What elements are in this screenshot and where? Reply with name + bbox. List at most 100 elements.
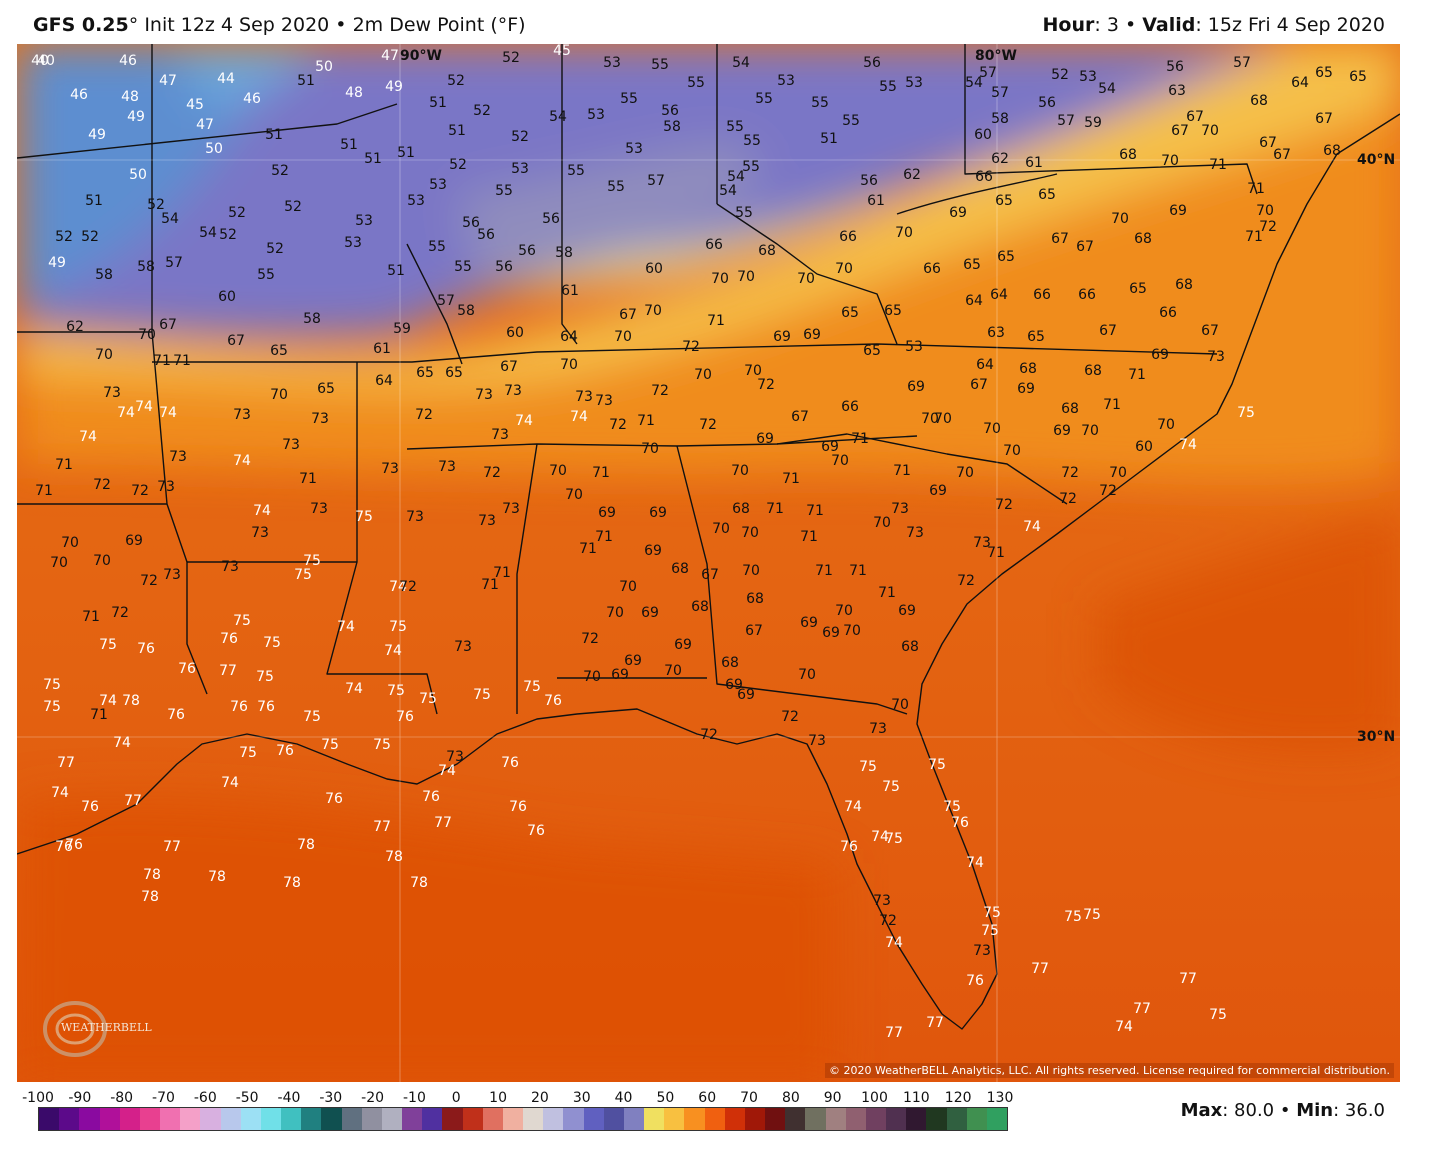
station-value: 75 bbox=[1237, 405, 1255, 421]
station-value: 73 bbox=[157, 479, 175, 495]
station-value: 58 bbox=[991, 111, 1009, 127]
station-value: 56 bbox=[518, 243, 536, 259]
station-value: 51 bbox=[429, 95, 447, 111]
station-value: 76 bbox=[276, 743, 294, 759]
colorbar-segment bbox=[523, 1108, 544, 1130]
station-value: 52 bbox=[147, 197, 165, 213]
station-value: 52 bbox=[228, 205, 246, 221]
station-value: 71 bbox=[707, 313, 725, 329]
station-value: 75 bbox=[303, 709, 321, 725]
station-value: 52 bbox=[1051, 67, 1069, 83]
colorbar-segment bbox=[200, 1108, 221, 1130]
station-value: 54 bbox=[727, 169, 745, 185]
station-value: 69 bbox=[598, 505, 616, 521]
colorbar-tick-label: -10 bbox=[402, 1090, 426, 1106]
station-value: 71 bbox=[595, 529, 613, 545]
station-value: 55 bbox=[743, 133, 761, 149]
station-value: 51 bbox=[820, 131, 838, 147]
station-value: 68 bbox=[671, 561, 689, 577]
station-value: 75 bbox=[943, 799, 961, 815]
station-value: 71 bbox=[766, 501, 784, 517]
station-value: 69 bbox=[725, 677, 743, 693]
station-value: 70 bbox=[1201, 123, 1219, 139]
station-value: 69 bbox=[674, 637, 692, 653]
valid-time-header: Hour: 3 • Valid: 15z Fri 4 Sep 2020 bbox=[1043, 14, 1385, 36]
station-value: 74 bbox=[233, 453, 251, 469]
station-value: 51 bbox=[364, 151, 382, 167]
station-value: 71 bbox=[987, 545, 1005, 561]
station-value: 75 bbox=[43, 677, 61, 693]
station-value: 53 bbox=[777, 73, 795, 89]
station-value: 54 bbox=[1098, 81, 1116, 97]
station-value: 66 bbox=[839, 229, 857, 245]
station-value: 69 bbox=[907, 379, 925, 395]
station-value: 74 bbox=[438, 763, 456, 779]
station-value: 69 bbox=[624, 653, 642, 669]
valid-value: : 15z Fri 4 Sep 2020 bbox=[1195, 14, 1385, 36]
station-value: 70 bbox=[835, 261, 853, 277]
station-value: 57 bbox=[647, 173, 665, 189]
station-value: 52 bbox=[266, 241, 284, 257]
station-value: 51 bbox=[340, 137, 358, 153]
colorbar-tick-label: 120 bbox=[944, 1090, 972, 1106]
station-value: 53 bbox=[407, 193, 425, 209]
station-value: 76 bbox=[65, 837, 83, 853]
station-value: 57 bbox=[979, 65, 997, 81]
station-value: 74 bbox=[885, 935, 903, 951]
colorbar-segment bbox=[99, 1108, 121, 1130]
station-value: 55 bbox=[620, 91, 638, 107]
station-value: 58 bbox=[457, 303, 475, 319]
station-value: 46 bbox=[119, 53, 137, 69]
station-value: 50 bbox=[315, 59, 333, 75]
station-value: 78 bbox=[410, 875, 428, 891]
station-value: 56 bbox=[477, 227, 495, 243]
colorbar-segment bbox=[986, 1108, 1008, 1130]
station-value: 60 bbox=[218, 289, 236, 305]
colorbar-tick-label: 60 bbox=[698, 1090, 717, 1106]
station-value: 55 bbox=[735, 205, 753, 221]
colorbar-segment bbox=[704, 1108, 726, 1130]
station-value: 73 bbox=[973, 943, 991, 959]
lat-label-40n: 40°N bbox=[1357, 152, 1396, 168]
station-value: 72 bbox=[93, 477, 111, 493]
colorbar-tick-label: 80 bbox=[781, 1090, 800, 1106]
station-value: 76 bbox=[325, 791, 343, 807]
station-value: 68 bbox=[1119, 147, 1137, 163]
colorbar-tick-label: -80 bbox=[110, 1090, 134, 1106]
station-value: 68 bbox=[1061, 401, 1079, 417]
model-degree: ° bbox=[128, 14, 139, 36]
station-value: 72 bbox=[1259, 219, 1277, 235]
station-value: 53 bbox=[355, 213, 373, 229]
station-value: 74 bbox=[384, 643, 402, 659]
colorbar-tick-label: -70 bbox=[152, 1090, 175, 1106]
station-value: 75 bbox=[99, 637, 117, 653]
station-value: 67 bbox=[1051, 231, 1069, 247]
station-value: 57 bbox=[1233, 55, 1251, 71]
station-value: 70 bbox=[549, 463, 567, 479]
station-value: 61 bbox=[867, 193, 885, 209]
station-value: 75 bbox=[1064, 909, 1082, 925]
station-value: 55 bbox=[726, 119, 744, 135]
station-value: 52 bbox=[511, 129, 529, 145]
station-value: 75 bbox=[882, 779, 900, 795]
station-value: 54 bbox=[965, 75, 983, 91]
station-value: 74 bbox=[253, 503, 271, 519]
station-value: 56 bbox=[1038, 95, 1056, 111]
station-value: 58 bbox=[303, 311, 321, 327]
station-value: 77 bbox=[1133, 1001, 1151, 1017]
colorbar-segment bbox=[583, 1108, 605, 1130]
station-value: 72 bbox=[609, 417, 627, 433]
station-value: 73 bbox=[973, 535, 991, 551]
station-value: 75 bbox=[473, 687, 491, 703]
station-value: 52 bbox=[81, 229, 99, 245]
station-value: 70 bbox=[560, 357, 578, 373]
colorbar-tick-label: 30 bbox=[572, 1090, 591, 1106]
station-value: 55 bbox=[879, 79, 897, 95]
station-value: 76 bbox=[840, 839, 858, 855]
station-value: 67 bbox=[500, 359, 518, 375]
station-value: 78 bbox=[297, 837, 315, 853]
station-value: 49 bbox=[88, 127, 106, 143]
station-value: 76 bbox=[396, 709, 414, 725]
station-value: 77 bbox=[1179, 971, 1197, 987]
colorbar-tick-label: 20 bbox=[530, 1090, 549, 1106]
